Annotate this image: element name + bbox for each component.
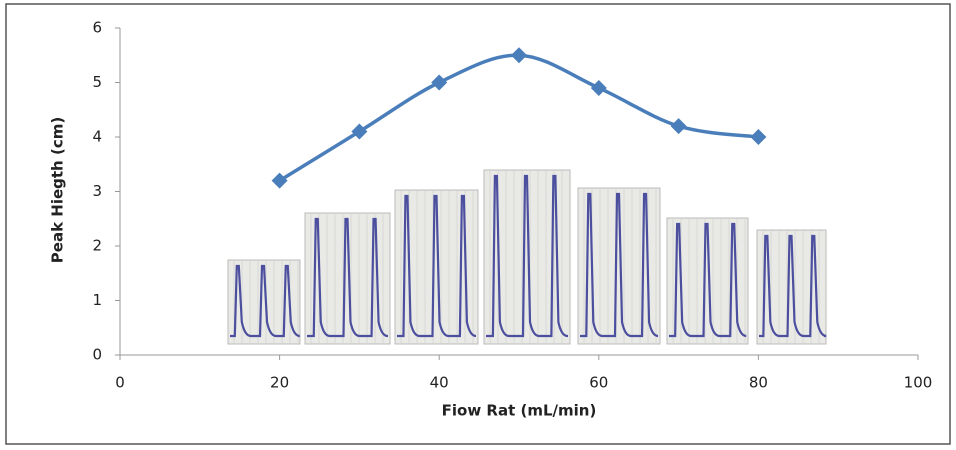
x-tick-label: 100 <box>904 374 933 392</box>
chart: Fiow Rat (mL/min) Peak Hiegth (cm) 0 1 2 3 4… <box>0 0 956 450</box>
y-tick-label: 3 <box>92 182 102 200</box>
y-tick-label: 4 <box>92 128 102 146</box>
x-tick-label: 40 <box>430 374 449 392</box>
x-axis-title: Fiow Rat (mL/min) <box>442 402 597 420</box>
x-tick-label: 20 <box>270 374 289 392</box>
x-tick-label: 0 <box>115 374 125 392</box>
y-tick-label: 0 <box>92 346 102 364</box>
y-axis-title: Peak Hiegth (cm) <box>49 117 67 263</box>
x-tick-label: 60 <box>589 374 608 392</box>
x-tick-label: 80 <box>749 374 768 392</box>
y-tick-label: 5 <box>92 73 102 91</box>
y-tick-label: 1 <box>92 291 102 309</box>
y-tick-label: 6 <box>92 19 102 37</box>
y-tick-label: 2 <box>92 237 102 255</box>
